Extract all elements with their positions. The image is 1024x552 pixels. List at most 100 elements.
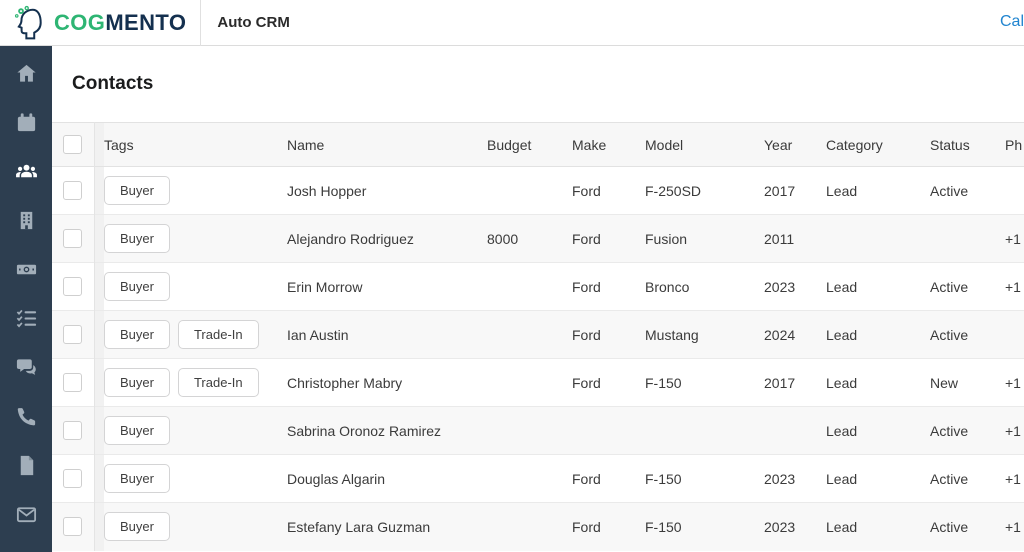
- column-header-status[interactable]: Status: [930, 136, 970, 153]
- contact-name[interactable]: Douglas Algarin: [287, 470, 386, 487]
- budget-cell: [470, 311, 557, 359]
- contact-name[interactable]: Christopher Mabry: [287, 374, 403, 391]
- sidebar-item-companies[interactable]: [0, 196, 52, 245]
- phone-cell: +1: [1005, 422, 1021, 439]
- budget-cell: [470, 503, 557, 551]
- page-title: Contacts: [72, 73, 154, 94]
- contact-name[interactable]: Estefany Lara Guzman: [287, 518, 431, 535]
- frozen-column-gutter: [93, 262, 104, 311]
- column-header-model[interactable]: Model: [645, 136, 684, 153]
- category-cell: Lead: [826, 182, 858, 199]
- status-cell: Active: [930, 470, 969, 487]
- sidebar-item-documents[interactable]: [0, 441, 52, 490]
- contact-name[interactable]: Josh Hopper: [287, 182, 367, 199]
- tags-cell: Buyer: [104, 215, 287, 263]
- row-checkbox[interactable]: [63, 229, 83, 248]
- row-checkbox[interactable]: [63, 325, 83, 344]
- tag-button[interactable]: Buyer: [104, 512, 170, 542]
- sidebar-item-chat[interactable]: [0, 343, 52, 392]
- contact-row[interactable]: Buyer Douglas Algarin Ford F-150 2023 Lead Act…: [52, 454, 1024, 503]
- sidebar-item-tasks[interactable]: [0, 294, 52, 343]
- make-cell: Ford: [572, 230, 601, 247]
- page-header: Contacts: [52, 46, 1024, 122]
- contact-row[interactable]: Buyer Sabrina Oronoz Ramirez Lead Active +1: [52, 406, 1024, 455]
- home-icon: [16, 64, 36, 82]
- contact-name[interactable]: Ian Austin: [287, 326, 349, 343]
- nav-calendar-link[interactable]: Cal: [1000, 13, 1024, 30]
- column-header-name[interactable]: Name: [287, 136, 325, 153]
- row-checkbox[interactable]: [63, 277, 83, 296]
- select-all-checkbox[interactable]: [63, 135, 83, 154]
- model-cell: F-150: [645, 470, 682, 487]
- contact-row[interactable]: Buyer Erin Morrow Ford Bronco 2023 Lead Active…: [52, 262, 1024, 311]
- model-cell: F-150: [645, 374, 682, 391]
- tags-cell: Buyer: [104, 263, 287, 311]
- phone-cell: +1: [1005, 470, 1021, 487]
- row-checkbox[interactable]: [63, 181, 83, 200]
- year-cell: [750, 407, 812, 455]
- tag-button[interactable]: Trade-In: [177, 320, 259, 349]
- tags-cell: Buyer: [104, 167, 287, 215]
- tag-button[interactable]: Buyer: [104, 224, 170, 253]
- row-checkbox[interactable]: [63, 469, 83, 488]
- column-header-phone[interactable]: Ph: [1005, 136, 1023, 153]
- make-cell: Ford: [572, 326, 601, 343]
- category-cell: Lead: [826, 422, 858, 439]
- column-header-budget[interactable]: Budget: [487, 136, 532, 153]
- row-checkbox[interactable]: [63, 373, 83, 392]
- contact-name[interactable]: Erin Morrow: [287, 278, 363, 295]
- tag-button[interactable]: Buyer: [104, 320, 170, 349]
- sidebar-item-calls[interactable]: [0, 392, 52, 441]
- column-header-make[interactable]: Make: [572, 136, 607, 153]
- make-cell: Ford: [572, 374, 601, 391]
- top-bar: COGMENTO Auto CRM Cal: [0, 0, 1024, 46]
- contact-name[interactable]: Sabrina Oronoz Ramirez: [287, 422, 442, 439]
- documents-file-icon: [20, 455, 33, 476]
- phone-cell: +1: [1005, 230, 1021, 247]
- sidebar-item-contacts[interactable]: [0, 147, 52, 196]
- category-cell: Lead: [826, 326, 858, 343]
- sidebar-item-calendar[interactable]: [0, 98, 52, 147]
- table-header-row: Tags Name Budget Make Model Year Categor…: [52, 122, 1024, 167]
- model-cell: F-150: [645, 518, 682, 535]
- row-checkbox[interactable]: [63, 421, 83, 440]
- calls-phone-icon: [17, 408, 35, 426]
- frozen-column-gutter: [93, 358, 104, 407]
- column-header-year[interactable]: Year: [764, 136, 793, 153]
- year-cell: 2017: [764, 374, 796, 391]
- budget-cell: [470, 455, 557, 503]
- brain-head-icon: [14, 5, 42, 39]
- contact-row[interactable]: Buyer Trade-In Ian Austin Ford Mustang 2024 Le…: [52, 310, 1024, 359]
- tag-button[interactable]: Buyer: [104, 368, 170, 397]
- sidebar-item-home[interactable]: [0, 49, 52, 98]
- category-cell: Lead: [826, 374, 858, 391]
- tags-cell: Buyer: [104, 503, 287, 551]
- tag-button[interactable]: Buyer: [104, 176, 170, 205]
- contact-row[interactable]: Buyer Estefany Lara Guzman Ford F-150 2023 Le…: [52, 502, 1024, 551]
- column-header-category[interactable]: Category: [826, 136, 883, 153]
- tag-button[interactable]: Trade-In: [177, 368, 259, 397]
- sidebar-item-deals[interactable]: [0, 245, 52, 294]
- cogmento-logo[interactable]: COGMENTO: [0, 4, 186, 42]
- budget-cell: [470, 167, 557, 215]
- budget-cell: 8000: [487, 230, 519, 247]
- contact-row[interactable]: Buyer Trade-In Christopher Mabry Ford F-150 2…: [52, 358, 1024, 407]
- contact-name[interactable]: Alejandro Rodriguez: [287, 230, 414, 247]
- category-cell: Lead: [826, 518, 858, 535]
- brand-wordmark: COGMENTO: [54, 9, 187, 35]
- contact-row[interactable]: Buyer Alejandro Rodriguez 8000 Ford Fusion 20…: [52, 214, 1024, 263]
- status-cell: Active: [930, 326, 969, 343]
- status-cell: Active: [930, 182, 969, 199]
- row-checkbox[interactable]: [63, 517, 83, 537]
- sidebar-item-email[interactable]: [0, 490, 52, 539]
- contact-row[interactable]: Buyer Josh Hopper Ford F-250SD 2017 Lead Activ…: [52, 166, 1024, 215]
- tag-button[interactable]: Buyer: [104, 416, 170, 445]
- tags-cell: Buyer Trade-In: [104, 311, 287, 359]
- category-cell: Lead: [826, 470, 858, 487]
- frozen-column-gutter: [93, 122, 104, 167]
- tag-button[interactable]: Buyer: [104, 272, 170, 301]
- phone-cell: +1: [1005, 374, 1021, 391]
- column-header-tags[interactable]: Tags: [104, 136, 134, 153]
- tag-button[interactable]: Buyer: [104, 464, 170, 493]
